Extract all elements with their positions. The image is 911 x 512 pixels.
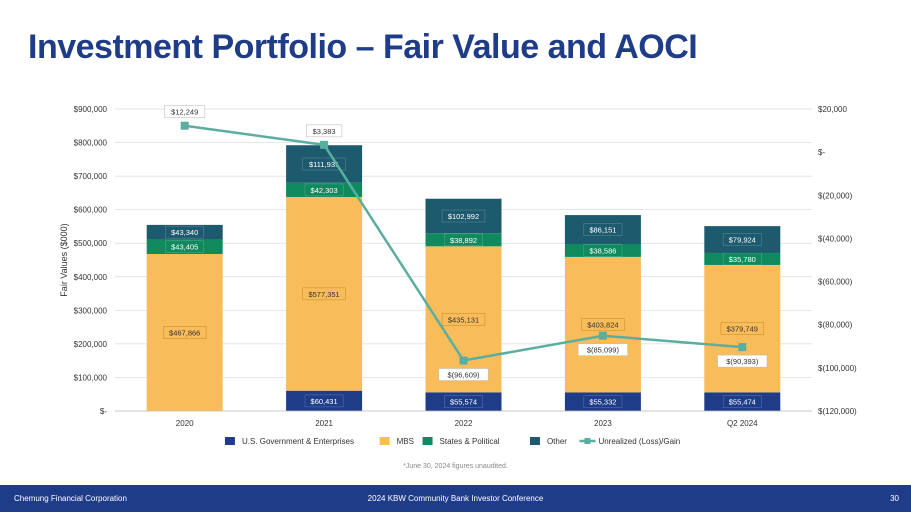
data-label: $577,351 <box>308 290 339 299</box>
y-tick-label: $400,000 <box>74 273 108 282</box>
data-label-box <box>302 287 346 301</box>
data-label-box <box>722 233 762 246</box>
data-label-box <box>165 225 205 239</box>
line-point <box>738 343 747 352</box>
x-tick-label: 2020 <box>176 419 194 428</box>
line-point <box>320 140 329 149</box>
data-label: $102,992 <box>448 212 479 221</box>
data-label-box <box>583 395 623 409</box>
line-label: $(96,609) <box>447 371 480 380</box>
line-label-box <box>164 105 206 119</box>
footnote: *June 30, 2024 figures unaudited. <box>403 463 508 470</box>
y-tick-label: $900,000 <box>74 105 108 114</box>
line-label-box <box>577 343 628 357</box>
y-tick-label: $700,000 <box>74 172 108 181</box>
data-label: $43,405 <box>171 243 198 252</box>
data-label-box <box>722 252 762 266</box>
x-tick-label: 2021 <box>315 419 333 428</box>
legend-label: Unrealized (Loss)/Gain <box>598 437 680 446</box>
y2-tick-label: $(60,000) <box>818 278 853 287</box>
line-point <box>180 121 189 130</box>
legend-swatch <box>422 437 433 445</box>
y-tick-label: $100,000 <box>74 373 108 382</box>
data-label: $86,151 <box>589 226 616 235</box>
line-label-box <box>717 354 768 368</box>
legend-swatch <box>379 437 390 445</box>
line-point <box>598 331 607 340</box>
footer-bar: Chemung Financial Corporation 2024 KBW C… <box>0 485 911 512</box>
line-point <box>459 356 468 365</box>
y2-tick-label: $(20,000) <box>818 191 853 200</box>
data-label: $403,824 <box>587 321 618 330</box>
data-label-box <box>583 223 623 236</box>
data-label: $55,474 <box>729 398 756 407</box>
data-label: $55,332 <box>589 398 616 407</box>
y-axis-label: Fair Values ($000) <box>59 223 69 296</box>
data-label-box <box>581 318 625 331</box>
footer-conference: 2024 KBW Community Bank Investor Confere… <box>367 494 544 503</box>
page-title: Investment Portfolio – Fair Value and AO… <box>28 28 698 66</box>
data-label: $38,892 <box>450 236 477 245</box>
data-label-box <box>583 244 623 257</box>
data-label-box <box>304 394 344 408</box>
data-label-box <box>722 395 762 408</box>
data-label: $79,924 <box>729 236 756 245</box>
y-tick-label: $500,000 <box>74 239 108 248</box>
data-label-box <box>441 313 486 326</box>
legend-label: States & Political <box>440 437 500 446</box>
data-label-box <box>444 233 483 247</box>
legend-swatch <box>224 437 235 445</box>
line-label: $(85,099) <box>587 346 620 355</box>
data-label-box <box>165 240 205 254</box>
line-label: $12,249 <box>171 108 198 117</box>
portfolio-chart: $- $100,000 $200,000 $300,000 $400,000 $500,0… <box>59 105 857 446</box>
y2-tick-label: $(40,000) <box>818 234 853 243</box>
legend-marker <box>584 438 591 444</box>
line-label: $(90,393) <box>726 357 759 366</box>
x-tick-label: Q2 2024 <box>727 419 758 428</box>
y2-tick-label: $- <box>818 148 825 157</box>
data-label: $38,586 <box>589 246 616 255</box>
data-label-box <box>441 209 486 223</box>
data-label: $467,866 <box>169 329 200 338</box>
y-tick-label: $- <box>100 407 107 416</box>
legend-label: U.S. Government & Enterprises <box>242 437 354 446</box>
line-label-box <box>305 124 343 138</box>
line-label-box <box>438 368 489 381</box>
data-label: $379,749 <box>727 325 758 334</box>
y-tick-label: $800,000 <box>74 139 108 148</box>
x-tick-label: 2022 <box>455 419 473 428</box>
data-label: $35,780 <box>729 255 756 264</box>
page-number: 30 <box>890 494 899 503</box>
legend-swatch <box>529 437 540 445</box>
data-label-box <box>304 183 344 197</box>
data-label: $60,431 <box>311 397 338 406</box>
data-label: $43,340 <box>171 228 198 237</box>
data-label-box <box>720 322 765 335</box>
legend-label: Other <box>547 437 567 446</box>
y-tick-label: $600,000 <box>74 206 108 215</box>
data-label-box <box>444 395 483 408</box>
legend-label: MBS <box>397 437 414 446</box>
x-tick-label: 2023 <box>594 419 612 428</box>
line-label: $3,383 <box>313 127 336 136</box>
data-label-box <box>163 326 207 339</box>
y-tick-label: $300,000 <box>74 306 108 315</box>
y2-tick-label: $(100,000) <box>818 364 857 373</box>
y-tick-label: $200,000 <box>74 340 108 349</box>
y2-tick-label: $(120,000) <box>818 407 857 416</box>
data-label: $42,303 <box>311 186 338 195</box>
y2-tick-label: $(80,000) <box>818 321 853 330</box>
footer-company: Chemung Financial Corporation <box>14 494 127 503</box>
data-label: $111,931 <box>309 160 339 169</box>
y2-tick-label: $20,000 <box>818 105 847 114</box>
data-label: $435,131 <box>448 315 479 324</box>
data-label: $55,574 <box>450 398 477 407</box>
